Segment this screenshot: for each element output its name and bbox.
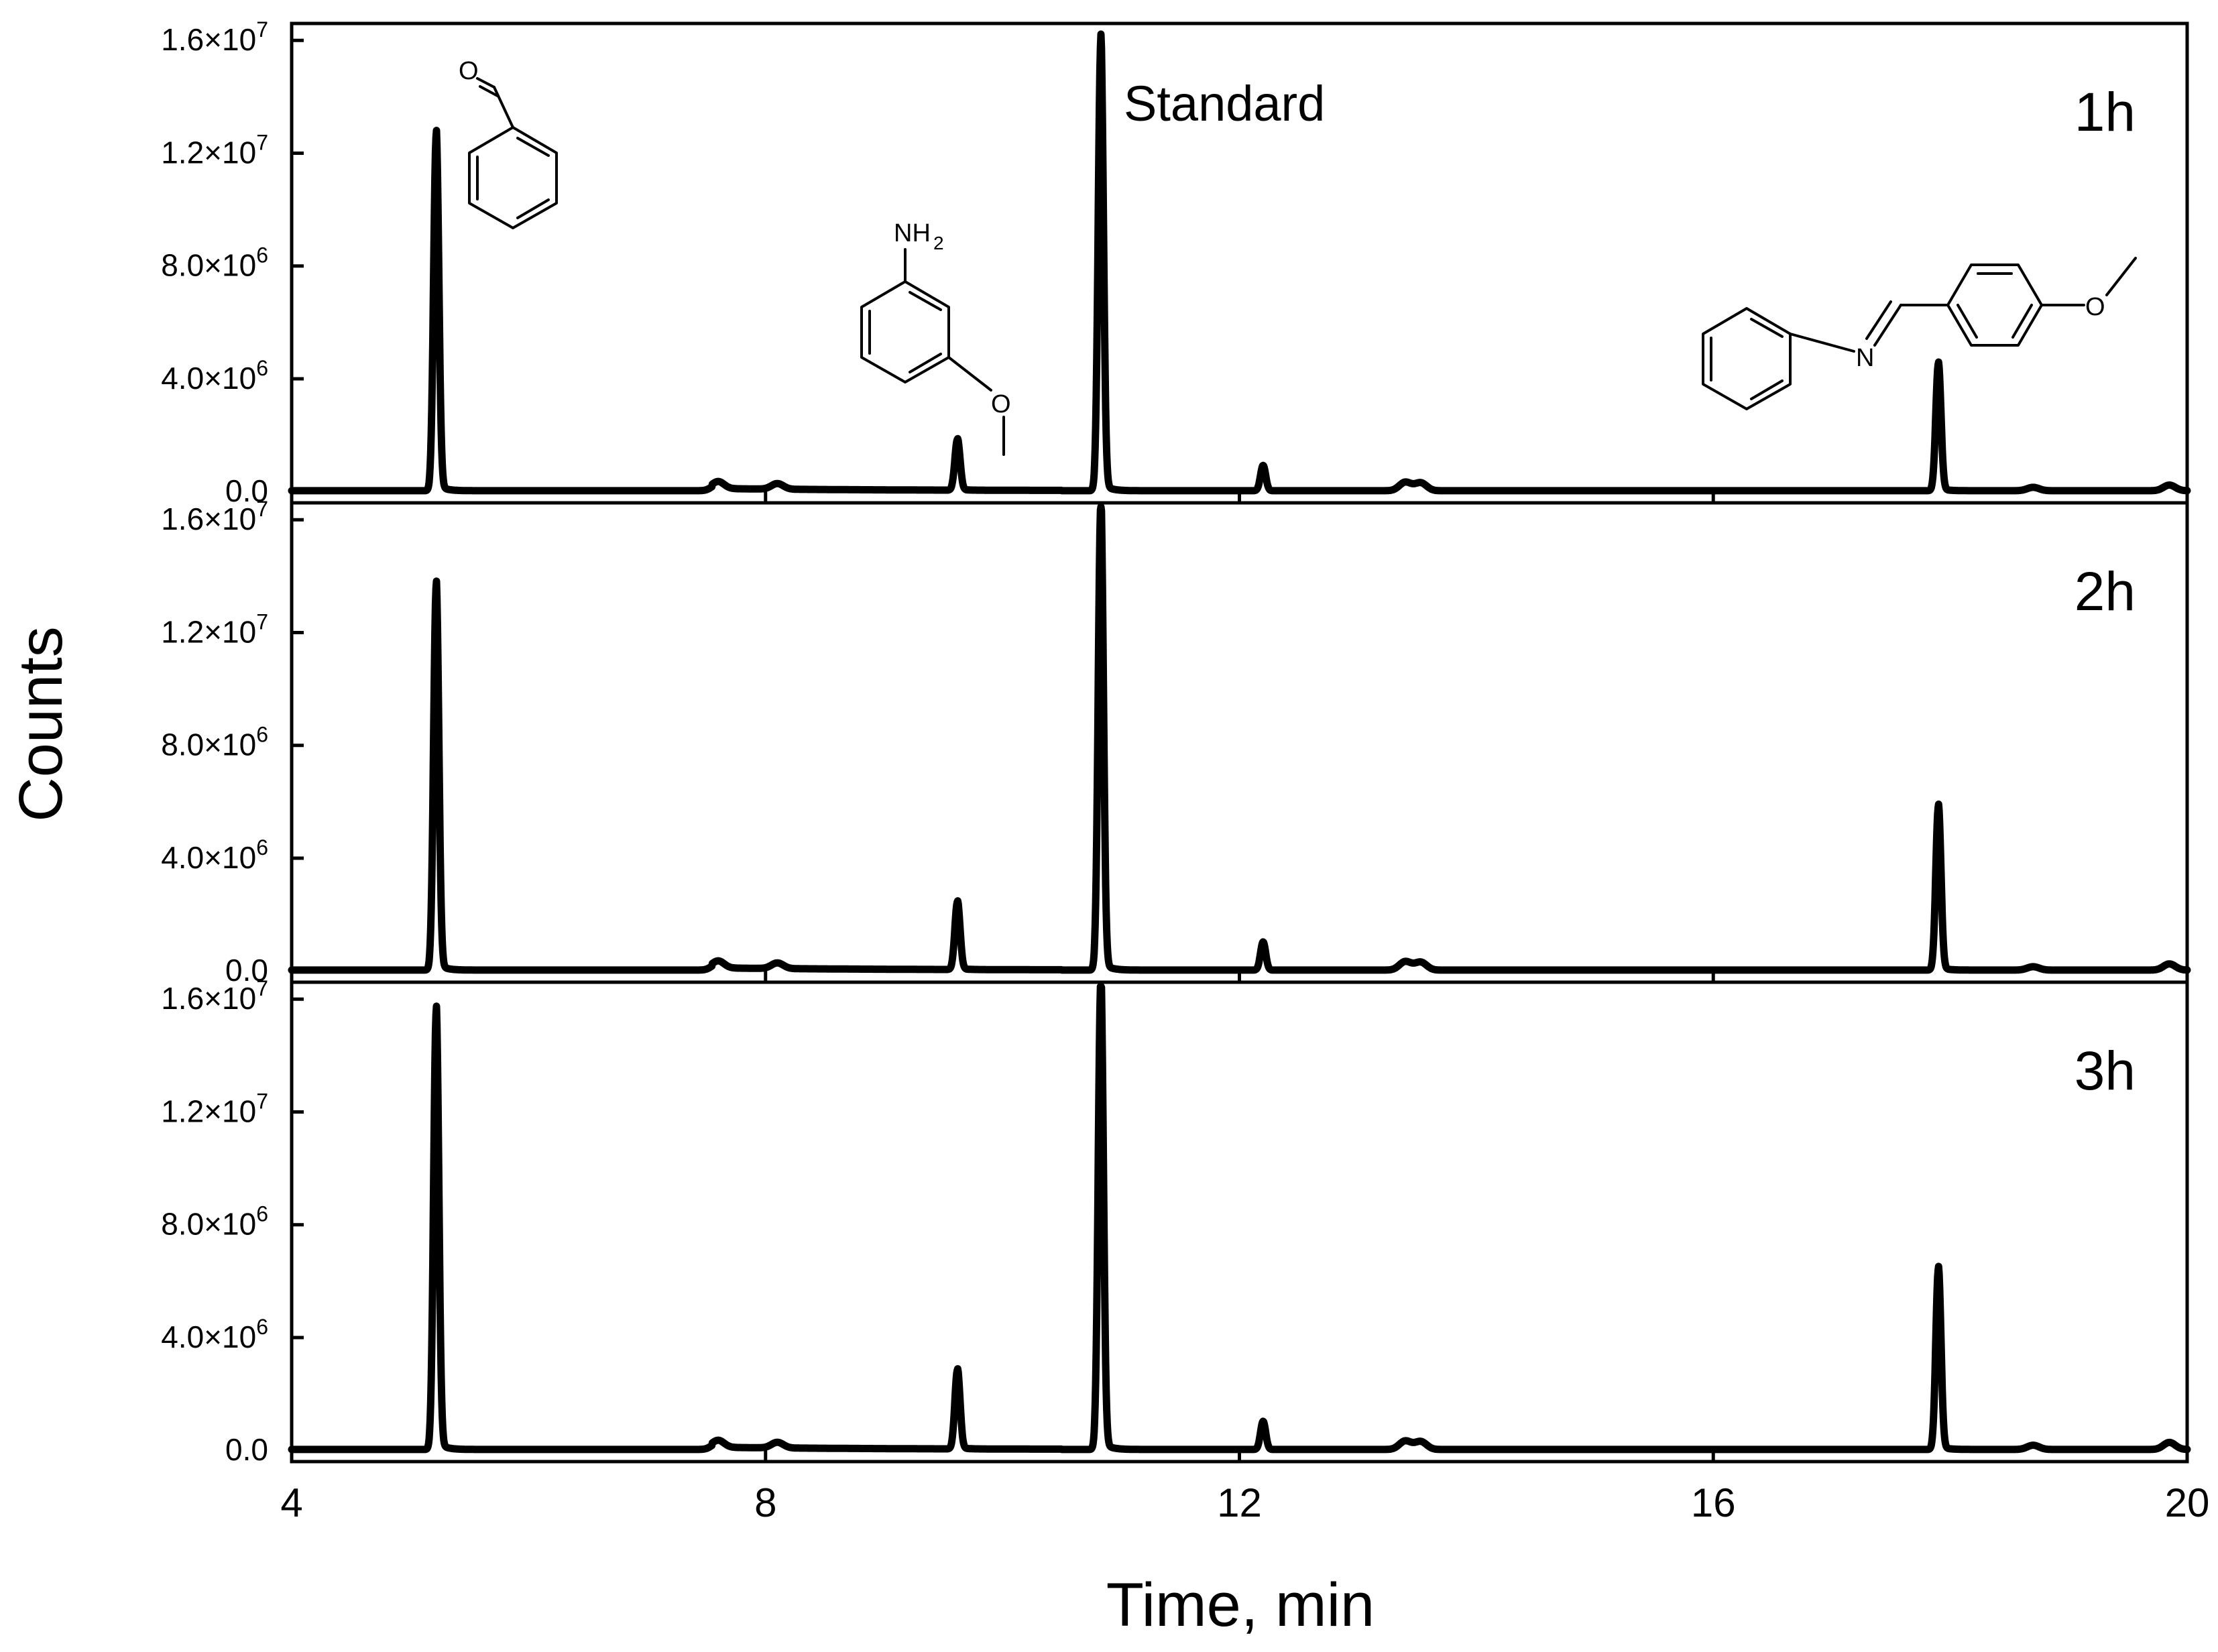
x-tick-label: 16 — [1691, 1480, 1736, 1525]
y-tick-label: 4.0×106 — [161, 1315, 268, 1354]
panel-label: 2h — [2075, 561, 2136, 622]
y-tick-label: 8.0×106 — [161, 243, 268, 283]
y-tick-label: 1.2×107 — [161, 609, 268, 649]
panel-2h: 0.0 4.0×106 8.0×106 1.2×107 1.6×107 2h — [161, 497, 2191, 988]
y-tick-label: 1.6×107 — [161, 17, 268, 57]
standard-annotation: Standard — [1124, 76, 1325, 131]
y-tick-label: 8.0×106 — [161, 723, 268, 762]
panel-frame — [290, 501, 2189, 984]
chromatogram-trace — [288, 982, 2191, 1454]
y-tick-label: 1.6×107 — [161, 497, 268, 536]
y-tick-label: 1.2×107 — [161, 1089, 268, 1128]
panel-label: 1h — [2075, 82, 2136, 143]
y-tick-label: 8.0×106 — [161, 1202, 268, 1242]
panel-3h: 0.0 4.0×106 8.0×106 1.2×107 1.6×107 3h — [161, 976, 2191, 1467]
y-tick-label: 0.0 — [225, 1432, 268, 1467]
aldehyde-oxygen-label: O — [459, 57, 479, 85]
y-tick-label: 1.2×107 — [161, 130, 268, 170]
y-tick-label: 0.0 — [225, 953, 268, 988]
chromatogram-trace — [288, 30, 2191, 495]
y-tick-label: 4.0×106 — [161, 356, 268, 396]
panel-frame — [290, 980, 2189, 1464]
y-tick-label: 0.0 — [225, 473, 268, 508]
imine-structure: N O — [1702, 257, 2137, 410]
panels-layer: 0.0 4.0×106 8.0×106 1.2×107 1.6×107 1h 0.0 4.0×… — [161, 17, 2209, 1525]
y-axis-title: Counts — [7, 626, 75, 822]
amine-subscript: 2 — [933, 233, 944, 253]
imine-nitrogen-label: N — [1856, 344, 1874, 372]
chromatogram-trace — [288, 503, 2191, 974]
x-tick-label: 20 — [2165, 1480, 2210, 1525]
methoxy-oxygen-label: O — [991, 390, 1011, 418]
x-tick-label: 4 — [280, 1480, 302, 1525]
amine-label: NH — [894, 219, 931, 247]
y-tick-label: 1.6×107 — [161, 976, 268, 1016]
x-tick-label: 12 — [1217, 1480, 1262, 1525]
benzaldehyde-structure: O — [459, 57, 558, 229]
panel-label: 3h — [2075, 1041, 2136, 1102]
y-tick-label: 4.0×106 — [161, 835, 268, 875]
x-tick-label: 8 — [754, 1480, 776, 1525]
x-axis-title: Time, min — [1106, 1571, 1375, 1639]
methoxyaniline-structure: NH 2 O — [860, 219, 1011, 456]
ether-oxygen-label: O — [2085, 293, 2105, 321]
